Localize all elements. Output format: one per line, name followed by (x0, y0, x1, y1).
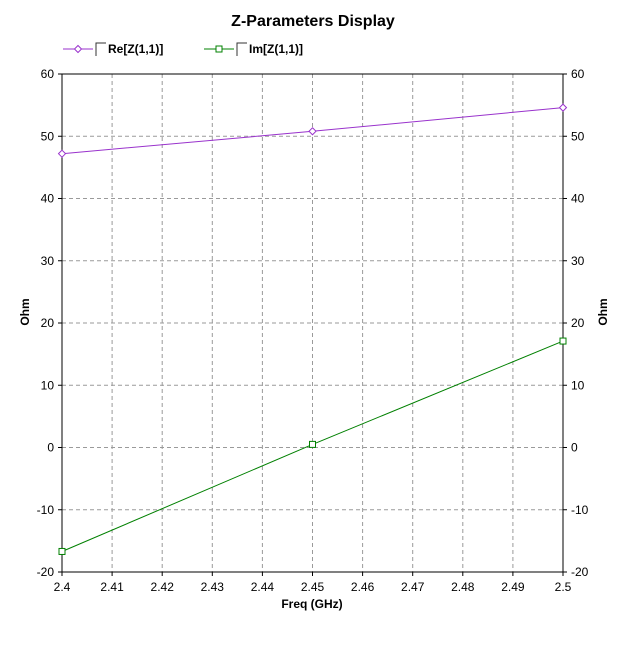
x-axis-label: Freq (GHz) (281, 597, 342, 611)
legend-item: Re[Z(1,1)] (63, 42, 163, 56)
x-tick-label: 2.48 (451, 580, 475, 594)
y-axis-label-right: Ohm (596, 298, 610, 325)
series-im (58, 337, 567, 555)
legend-label: Re[Z(1,1)] (108, 42, 163, 56)
y-tick-label-left: 30 (41, 254, 55, 268)
data-point (58, 547, 66, 555)
chart-title: Z-Parameters Display (231, 13, 395, 30)
y-tick-label-right: 50 (571, 129, 585, 143)
y-tick-label-right: -20 (571, 565, 589, 579)
y-tick-label-left: 0 (47, 441, 54, 455)
series-re (57, 103, 568, 158)
x-tick-label: 2.44 (251, 580, 275, 594)
x-tick-label: 2.41 (100, 580, 124, 594)
x-axis: 2.4 2.41 2.42 2.43 2.44 2.45 2.46 2.47 2.48 2.49 2… (54, 572, 572, 594)
x-tick-label: 2.5 (555, 580, 572, 594)
data-point (559, 337, 567, 345)
y-tick-label-right: 20 (571, 316, 585, 330)
legend-marker (215, 45, 223, 53)
data-point (57, 149, 67, 158)
y-tick-label-right: -10 (571, 503, 589, 517)
series-group (57, 103, 568, 555)
y-tick-label-right: 0 (571, 441, 578, 455)
legend-corner-icon (95, 42, 106, 56)
x-tick-label: 2.4 (54, 580, 71, 594)
y-tick-label-left: 10 (41, 378, 55, 392)
x-tick-label: 2.47 (401, 580, 425, 594)
legend: Re[Z(1,1)] Im[Z(1,1)] (63, 42, 303, 56)
y-tick-label-left: -20 (37, 565, 55, 579)
data-point (309, 440, 316, 448)
y-tick-label-left: -10 (37, 503, 55, 517)
y-tick-label-left: 50 (41, 129, 55, 143)
y-tick-label-left: 40 (41, 192, 55, 206)
data-point (308, 127, 317, 136)
y-tick-label-right: 60 (571, 67, 585, 81)
x-tick-label: 2.49 (501, 580, 525, 594)
legend-label: Im[Z(1,1)] (249, 42, 303, 56)
legend-item: Im[Z(1,1)] (204, 42, 303, 56)
y-tick-label-right: 40 (571, 192, 585, 206)
x-tick-label: 2.42 (151, 580, 175, 594)
x-tick-label: 2.43 (201, 580, 225, 594)
x-tick-label: 2.45 (301, 580, 325, 594)
y-axis-left: 60 50 40 30 20 10 0 -10 -20 (37, 67, 62, 579)
legend-marker (73, 44, 83, 54)
y-tick-label-left: 60 (41, 67, 55, 81)
grid (62, 74, 563, 572)
x-tick-label: 2.46 (351, 580, 375, 594)
y-tick-label-right: 30 (571, 254, 585, 268)
y-axis-right: 60 50 40 30 20 10 0 -10 -20 (563, 67, 589, 579)
y-axis-label-left: Ohm (18, 298, 32, 325)
y-tick-label-left: 20 (41, 316, 55, 330)
data-point (558, 103, 568, 112)
y-tick-label-right: 10 (571, 378, 585, 392)
legend-corner-icon (236, 42, 247, 56)
